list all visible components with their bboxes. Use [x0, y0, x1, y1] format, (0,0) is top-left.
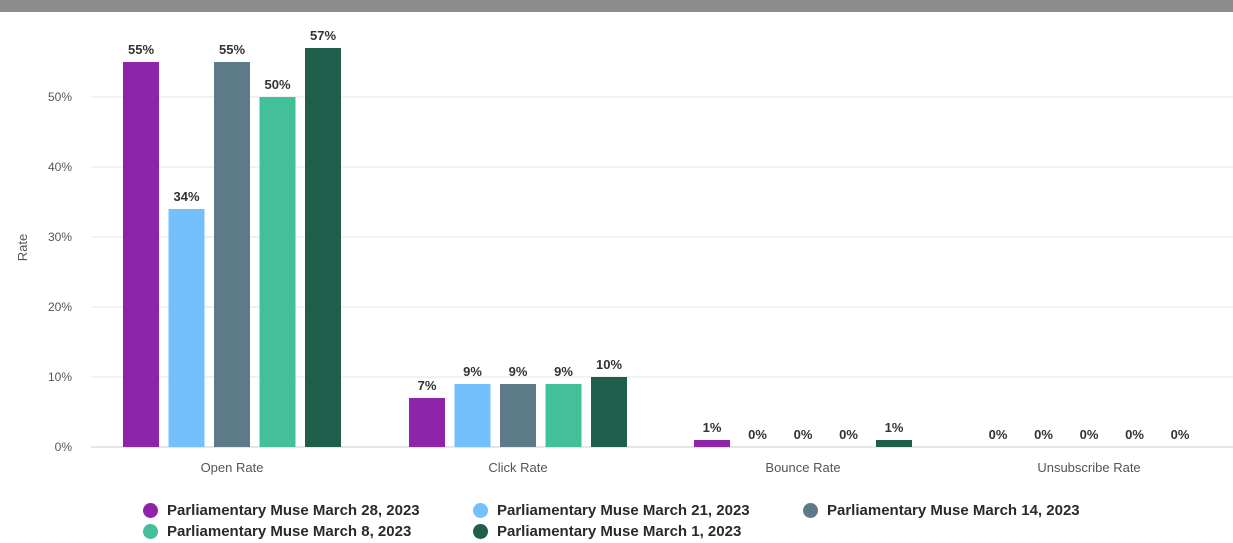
data-label: 1% [885, 420, 904, 435]
legend-label: Parliamentary Muse March 21, 2023 [497, 502, 750, 519]
data-label: 0% [794, 427, 813, 442]
bar [545, 384, 582, 447]
bar [168, 209, 205, 447]
legend-label: Parliamentary Muse March 8, 2023 [167, 523, 412, 540]
data-label: 9% [509, 364, 528, 379]
category-label: Unsubscribe Rate [1037, 460, 1140, 475]
y-axis-title: Rate [15, 234, 30, 261]
bar [591, 377, 627, 447]
legend-dot-icon [473, 524, 488, 539]
category-labels: Open Rate Click Rate Bounce Rate Unsubscrib… [201, 460, 1141, 475]
legend-label: Parliamentary Muse March 14, 2023 [827, 502, 1080, 519]
category-label: Bounce Rate [765, 460, 840, 475]
bar [123, 62, 159, 447]
data-label: 0% [748, 427, 767, 442]
legend-dot-icon [803, 503, 818, 518]
bar [409, 398, 445, 447]
data-label: 0% [989, 427, 1008, 442]
data-labels: 55% 34% 55% 50% 57% 7% 9% 9% 9% 10% 1% 0% 0% 0% 1% 0% 0%… [128, 28, 1190, 442]
top-border-bar [0, 0, 1233, 12]
y-tick-label: 0% [55, 440, 73, 454]
bar [694, 440, 730, 447]
legend-item: Parliamentary Muse March 28, 2023 [143, 501, 473, 520]
data-label: 34% [173, 189, 199, 204]
legend-dot-icon [143, 524, 158, 539]
data-label: 0% [1125, 427, 1144, 442]
bars [123, 48, 912, 447]
y-tick-label: 10% [48, 370, 72, 384]
legend-label: Parliamentary Muse March 28, 2023 [167, 502, 420, 519]
legend: Parliamentary Muse March 28, 2023 Parliam… [143, 501, 1143, 541]
legend-item: Parliamentary Muse March 21, 2023 [473, 501, 803, 520]
data-label: 0% [1034, 427, 1053, 442]
bar [500, 384, 536, 447]
data-label: 7% [418, 378, 437, 393]
y-tick-label: 20% [48, 300, 72, 314]
data-label: 55% [219, 42, 245, 57]
y-tick-label: 50% [48, 90, 72, 104]
data-label: 0% [1171, 427, 1190, 442]
data-label: 50% [264, 77, 290, 92]
legend-item: Parliamentary Muse March 14, 2023 [803, 501, 1133, 520]
data-label: 10% [596, 357, 622, 372]
category-label: Click Rate [488, 460, 547, 475]
legend-item: Parliamentary Muse March 1, 2023 [473, 522, 803, 541]
bar [876, 440, 912, 447]
legend-label: Parliamentary Muse March 1, 2023 [497, 523, 742, 540]
data-label: 57% [310, 28, 336, 43]
legend-dot-icon [143, 503, 158, 518]
y-tick-label: 30% [48, 230, 72, 244]
data-label: 55% [128, 42, 154, 57]
bar [214, 62, 250, 447]
gridlines [91, 96, 1233, 448]
bar [454, 384, 491, 447]
legend-item: Parliamentary Muse March 8, 2023 [143, 522, 473, 541]
y-axis-ticks: 0% 10% 20% 30% 40% 50% [48, 90, 72, 454]
bar [259, 97, 296, 447]
data-label: 0% [839, 427, 858, 442]
data-label: 1% [703, 420, 722, 435]
bar [305, 48, 341, 447]
legend-dot-icon [473, 503, 488, 518]
category-label: Open Rate [201, 460, 264, 475]
data-label: 9% [554, 364, 573, 379]
y-tick-label: 40% [48, 160, 72, 174]
data-label: 9% [463, 364, 482, 379]
data-label: 0% [1080, 427, 1099, 442]
